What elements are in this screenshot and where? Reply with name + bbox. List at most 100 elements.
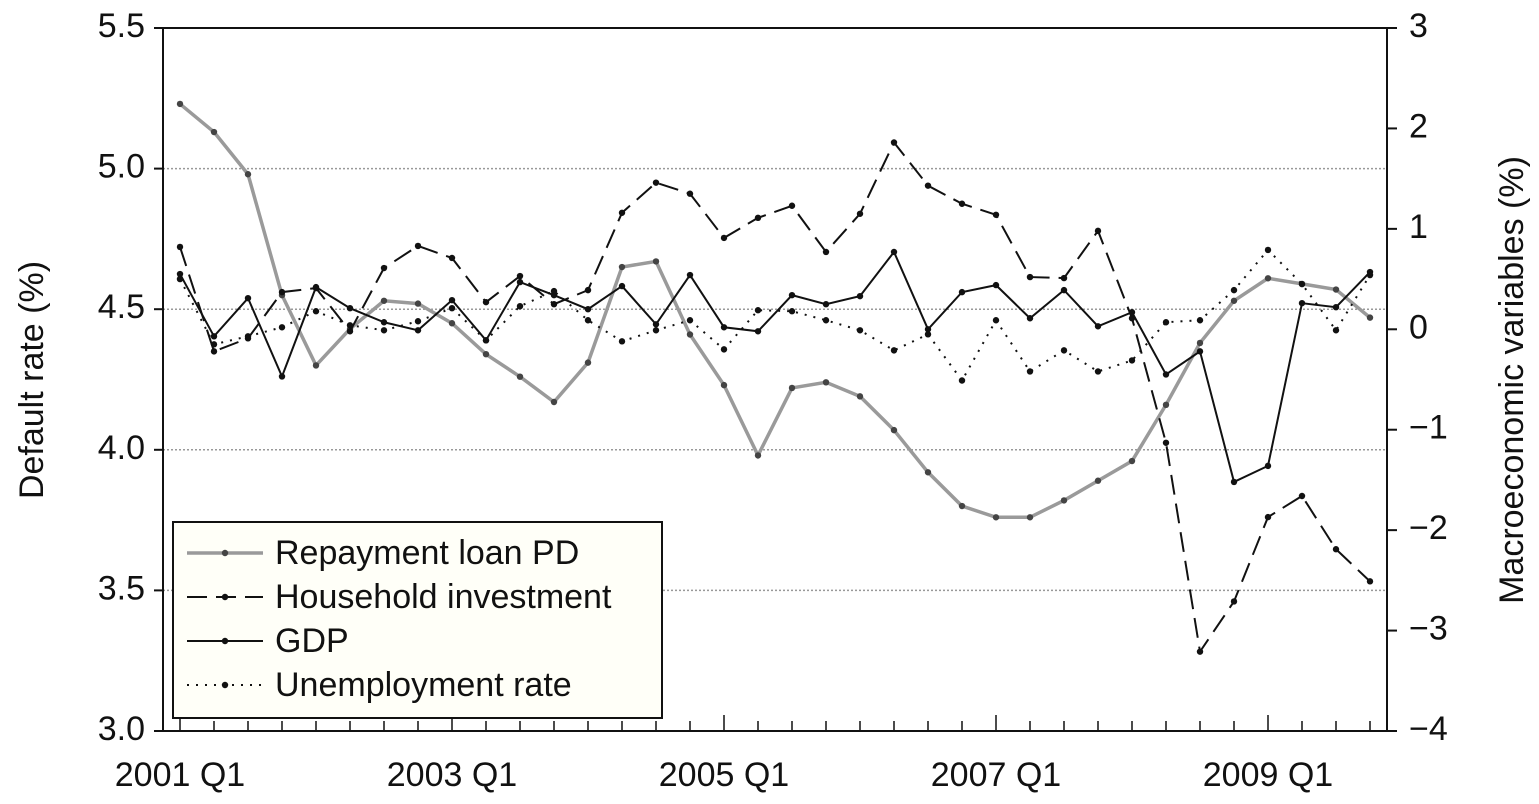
point (176, 100, 184, 108)
point (1366, 314, 1374, 321)
point (958, 200, 966, 207)
point (754, 328, 762, 335)
y2-axis-label: Macroeconomic variables (%) (1493, 156, 1531, 604)
point (924, 331, 932, 338)
point (1060, 497, 1068, 504)
point (1332, 286, 1340, 293)
point (244, 171, 252, 178)
y2-tick-label: −3 (1409, 610, 1448, 648)
point (312, 308, 320, 315)
point (652, 258, 660, 265)
point (924, 326, 932, 333)
point (176, 270, 184, 278)
x-tick-label: 2007 Q1 (931, 756, 1061, 794)
point (516, 302, 524, 310)
x-tick-label: 2005 Q1 (659, 756, 789, 794)
point (278, 288, 286, 296)
point (890, 248, 898, 256)
point (1094, 227, 1102, 235)
point (618, 263, 626, 271)
point (1196, 348, 1204, 355)
point (618, 209, 626, 216)
point (720, 346, 728, 353)
point (1026, 273, 1034, 281)
point (176, 243, 184, 251)
point (1026, 315, 1034, 322)
point (1298, 299, 1306, 307)
point (176, 275, 184, 283)
point (1196, 339, 1204, 347)
point (686, 271, 694, 279)
y-tick-label: 4.0 (98, 429, 145, 467)
point (550, 300, 558, 308)
point (1230, 286, 1238, 294)
point (1230, 478, 1238, 486)
point (1230, 598, 1238, 605)
point (890, 426, 898, 434)
point (686, 317, 694, 324)
point (380, 327, 388, 334)
y-tick-label: 5.5 (98, 7, 145, 45)
point (1264, 275, 1272, 282)
point (1060, 347, 1068, 354)
point (312, 283, 320, 291)
legend-marker (221, 549, 229, 557)
point (822, 317, 830, 324)
point (1026, 514, 1034, 521)
point (312, 362, 320, 369)
plot-frame (162, 27, 1388, 732)
legend-label: Household investment (275, 578, 612, 616)
x-tick-label: 2003 Q1 (387, 756, 517, 794)
point (448, 296, 456, 304)
y-tick-label: 5.0 (98, 148, 145, 186)
point (1230, 297, 1238, 304)
point (346, 322, 354, 329)
point (686, 190, 694, 197)
point (516, 373, 524, 380)
point (516, 272, 524, 280)
point (1332, 327, 1340, 334)
point (448, 254, 456, 262)
point (618, 282, 626, 290)
point (686, 331, 694, 338)
point (1264, 513, 1272, 521)
point (1162, 371, 1170, 378)
point (992, 514, 1000, 521)
point (958, 377, 966, 384)
point (1128, 357, 1136, 364)
point (1060, 286, 1068, 294)
point (890, 139, 898, 146)
point (924, 182, 932, 189)
legend-box (172, 521, 663, 719)
point (448, 304, 456, 312)
y2-tick-label: 3 (1409, 7, 1428, 45)
legend-marker (221, 637, 229, 645)
point (584, 286, 592, 294)
point (1162, 319, 1170, 326)
point (1162, 439, 1170, 446)
point (992, 281, 1000, 289)
point (1060, 274, 1068, 282)
point (1094, 368, 1102, 375)
point (1366, 578, 1374, 585)
point (652, 179, 660, 186)
point (1196, 648, 1204, 655)
point (1264, 246, 1272, 254)
x-tick-label: 2009 Q1 (1203, 756, 1333, 794)
point (1128, 457, 1136, 465)
y2-tick-label: 0 (1409, 308, 1428, 346)
point (754, 452, 762, 459)
point (652, 321, 660, 328)
point (1332, 303, 1340, 311)
point (210, 333, 218, 340)
point (1094, 323, 1102, 330)
point (516, 278, 524, 286)
point (278, 324, 286, 331)
point (720, 381, 728, 389)
series-line (179, 140, 1371, 655)
point (414, 318, 422, 325)
legend-marker (221, 593, 229, 601)
point (346, 304, 354, 312)
legend-label: GDP (275, 622, 349, 660)
legend-label: Unemployment rate (275, 666, 572, 704)
